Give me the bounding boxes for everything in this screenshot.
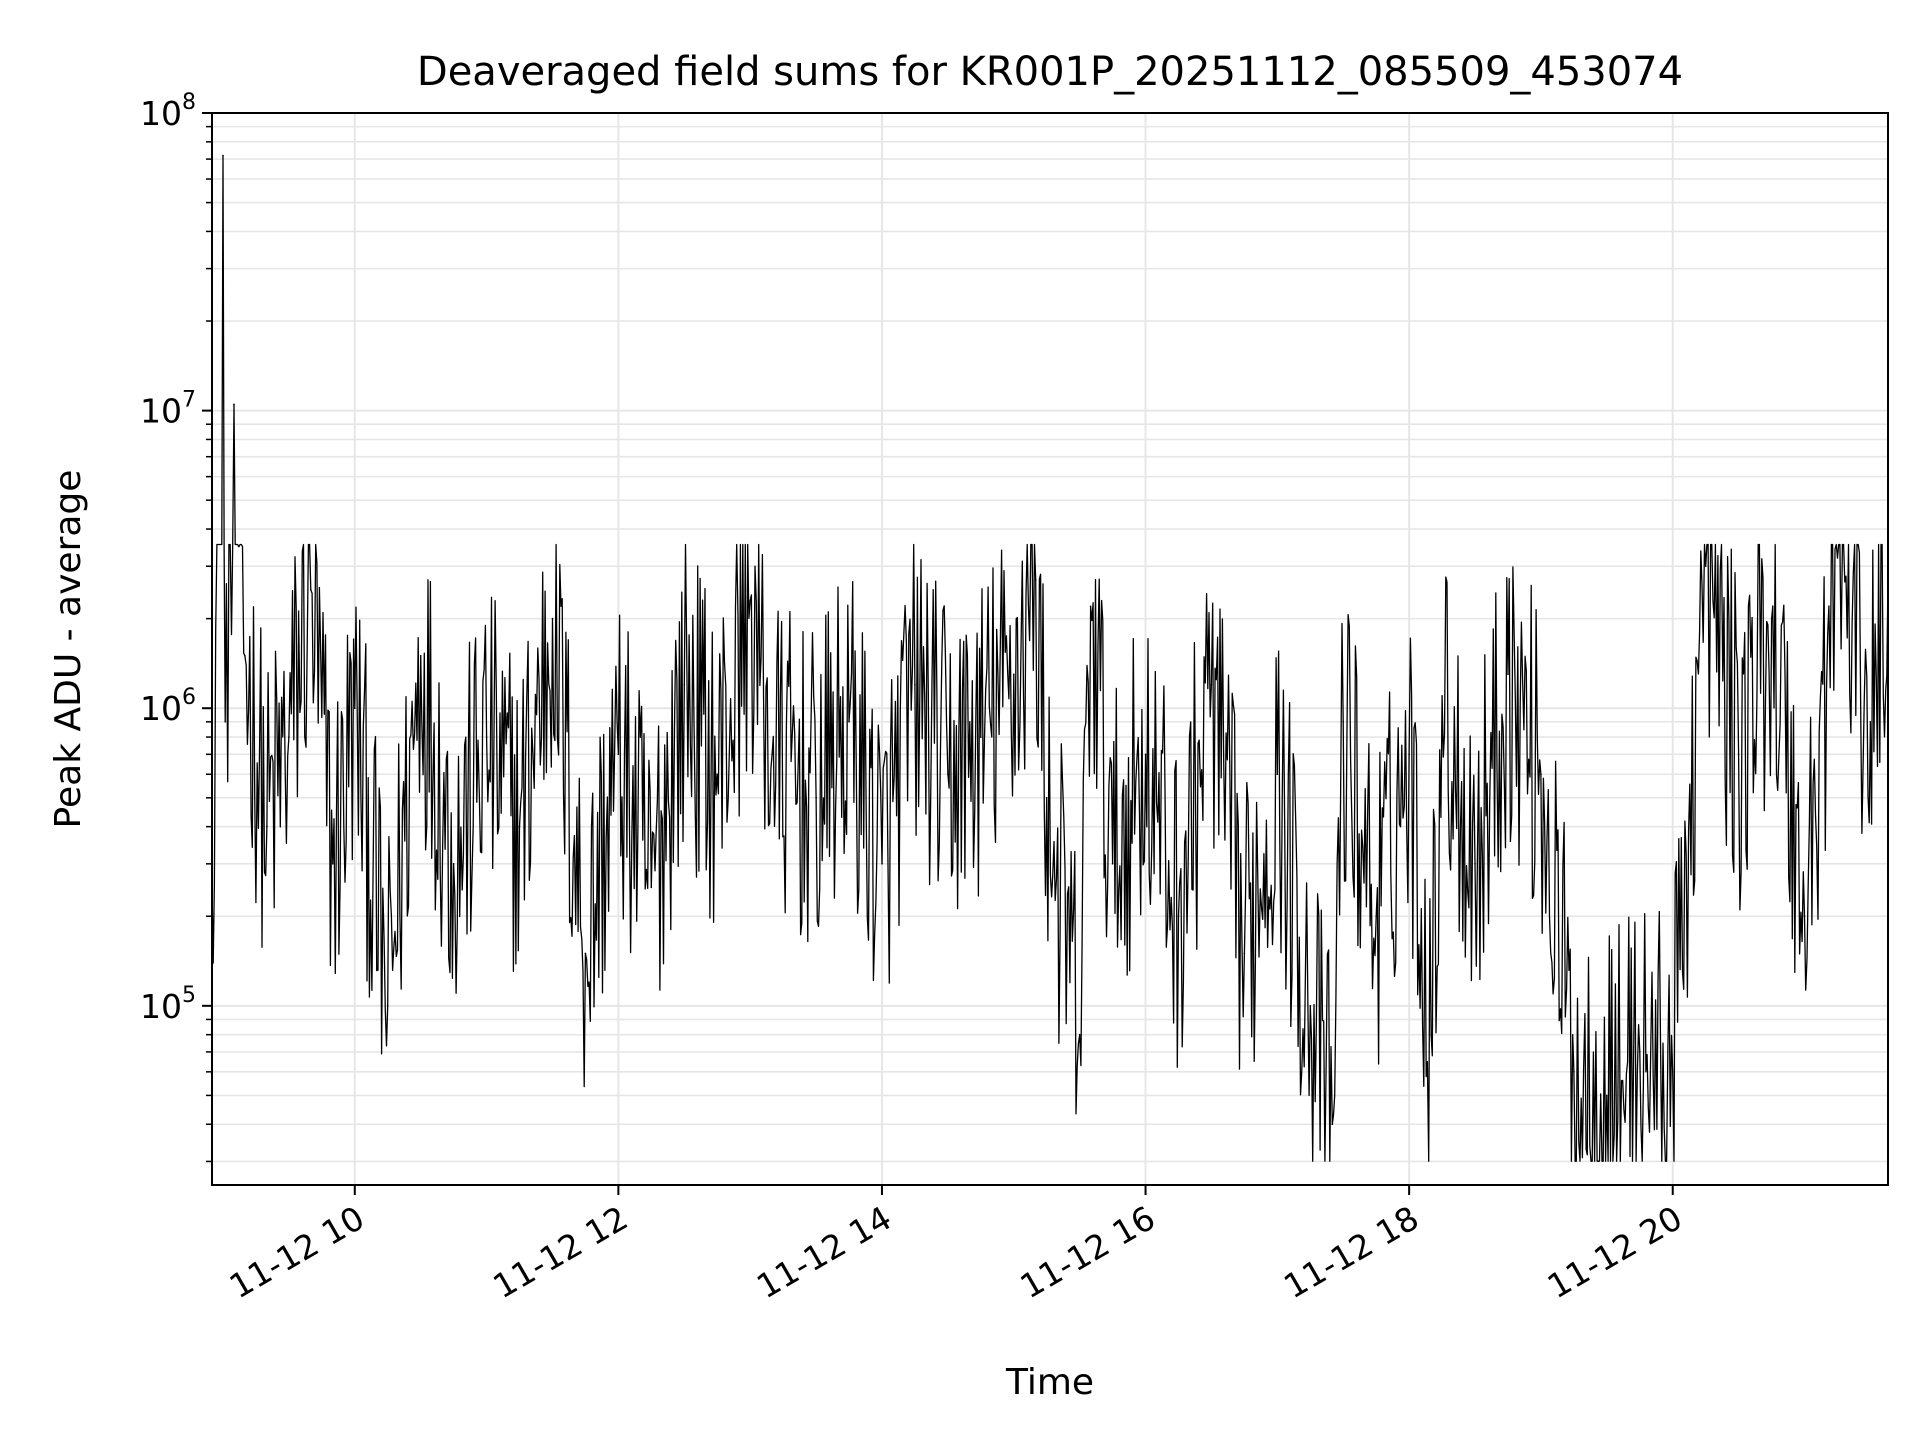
data-point — [1606, 1094, 1608, 1097]
data-point — [452, 863, 455, 865]
data-point — [1441, 695, 1443, 697]
data-point — [518, 825, 521, 828]
data-point — [419, 655, 422, 657]
data-point — [1869, 721, 1872, 723]
y-axis: 105 106 107 108 — [140, 90, 212, 1163]
plot-background — [212, 113, 1888, 1185]
data-point — [1474, 863, 1476, 865]
y-axis-label: Peak ADU - average — [48, 470, 89, 829]
y-tick-label: 105 — [140, 983, 196, 1026]
y-tick-label: 108 — [140, 90, 196, 133]
data-layer — [211, 154, 1889, 1162]
data-point — [1089, 605, 1092, 608]
data-point — [881, 863, 883, 865]
data-point — [266, 825, 268, 828]
series-line — [211, 154, 1889, 1162]
data-point — [1177, 915, 1180, 917]
data-point — [310, 589, 312, 591]
data-point — [749, 599, 751, 602]
data-point — [650, 886, 653, 889]
data-point — [1573, 1071, 1575, 1073]
data-point — [1836, 557, 1839, 559]
data-point — [1309, 1005, 1312, 1007]
data-point — [1243, 952, 1246, 955]
data-point — [1013, 673, 1015, 676]
data-point — [1276, 773, 1279, 775]
data-point — [947, 773, 949, 775]
data-point — [1078, 1033, 1081, 1036]
plot-frame — [211, 112, 1889, 1186]
data-point — [1770, 617, 1773, 620]
data-point — [551, 617, 554, 620]
data-point — [1704, 565, 1707, 567]
data-point — [244, 655, 246, 657]
data-point — [815, 797, 817, 799]
data-point — [848, 721, 850, 723]
data-point — [222, 154, 224, 157]
data-point — [1144, 753, 1147, 756]
data-point — [1111, 863, 1114, 865]
x-axis-label: Time — [1005, 1362, 1094, 1403]
data-point — [914, 683, 916, 686]
data-point — [1507, 673, 1509, 676]
y-tick-label: 107 — [140, 388, 196, 431]
data-point — [1430, 1033, 1432, 1036]
data-point — [1045, 797, 1048, 799]
data-point — [332, 863, 334, 865]
y-tick-label: 106 — [140, 685, 196, 728]
plot-area — [211, 112, 1889, 1186]
data-point — [1034, 579, 1037, 581]
data-point — [1803, 915, 1806, 917]
data-point — [233, 403, 235, 406]
data-point — [354, 707, 356, 709]
data-point — [224, 721, 226, 723]
data-point — [1639, 1051, 1641, 1053]
data-point — [683, 683, 686, 686]
data-point — [1737, 753, 1740, 756]
data-point — [485, 736, 488, 738]
chart-title: Deaveraged field sums for KR001P_2025111… — [417, 49, 1683, 95]
data-point — [1671, 1071, 1674, 1073]
data-point — [1408, 753, 1410, 756]
data-point — [980, 736, 982, 738]
data-point — [288, 736, 290, 738]
data-point — [1342, 721, 1344, 723]
data-point — [1210, 683, 1213, 686]
data-point — [716, 773, 718, 775]
data-point — [1331, 1123, 1334, 1126]
data-point — [386, 1005, 389, 1007]
data-point — [584, 952, 587, 955]
data-point — [1375, 915, 1377, 917]
data-point — [771, 753, 773, 756]
data-point — [617, 753, 620, 756]
data-point — [1540, 773, 1542, 775]
